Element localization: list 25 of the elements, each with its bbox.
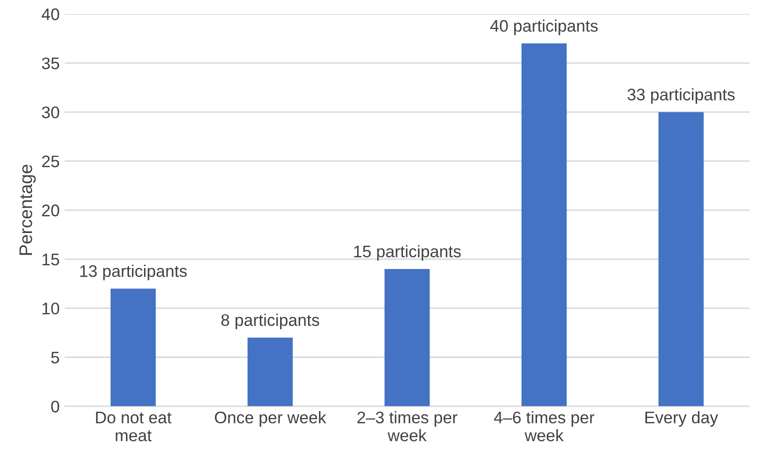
x-tick-label: 2–3 times per week (357, 411, 458, 442)
x-tick-label: 4–6 times per week (494, 411, 594, 442)
y-tick-label: 5 (51, 352, 60, 364)
x-tick-label: Do not eat meat (96, 412, 172, 442)
y-tick-label: 20 (42, 204, 60, 216)
y-axis-title: Percentage (20, 164, 36, 255)
bar (248, 338, 293, 406)
bar (384, 268, 430, 406)
y-tick-label: 35 (42, 57, 60, 70)
y-tick-label: 0 (51, 400, 60, 412)
y-tick-label: 10 (42, 302, 60, 314)
y-tick-label: 30 (42, 106, 60, 118)
x-tick-label: Once per week (214, 411, 326, 427)
y-tick-label: 15 (42, 254, 60, 266)
bar (110, 288, 156, 406)
x-tick-label: Every day (645, 411, 718, 427)
annotation: 33 participants (628, 88, 735, 104)
y-tick-label: 25 (42, 156, 60, 168)
bar (522, 43, 567, 406)
bar (658, 112, 704, 406)
annotation: 15 participants (354, 245, 461, 261)
annotation: 8 participants (221, 314, 320, 330)
annotation: 40 participants (490, 20, 598, 36)
annotation: 13 participants (80, 264, 187, 280)
y-tick-label: 40 (42, 8, 60, 20)
